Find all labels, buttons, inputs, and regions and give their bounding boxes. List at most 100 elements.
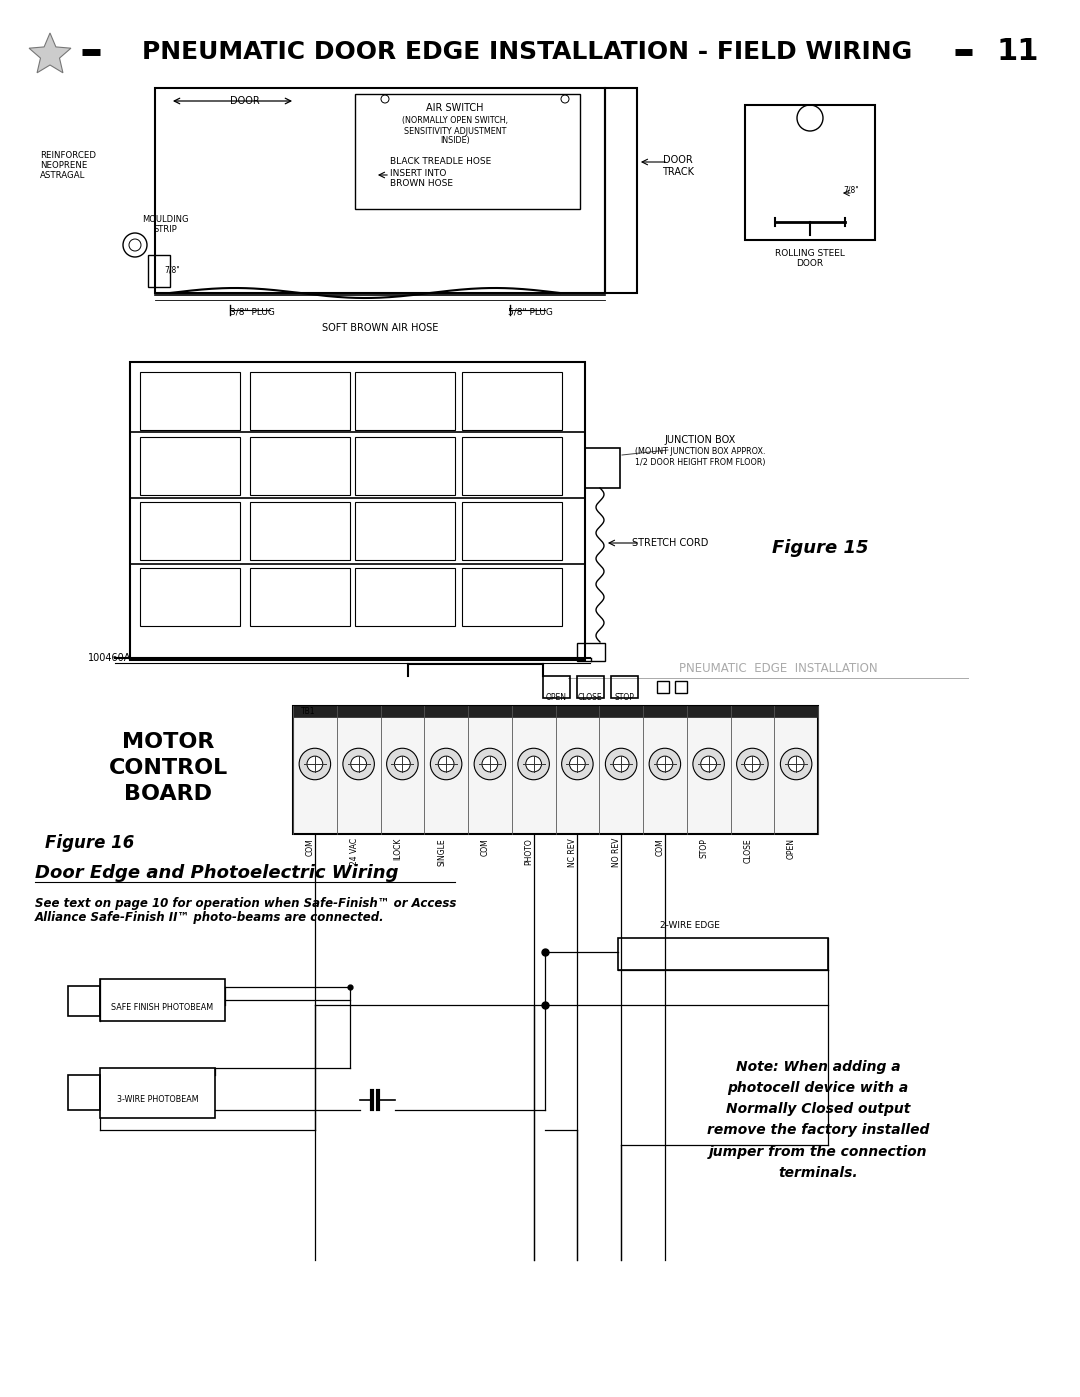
Bar (605, 88, 637, 293)
Text: 2-WIRE EDGE: 2-WIRE EDGE (660, 922, 720, 930)
Text: INSIDE): INSIDE) (441, 137, 470, 145)
Text: MOTOR: MOTOR (122, 732, 214, 752)
Text: See text on page 10 for operation when Safe-Finish™ or Access: See text on page 10 for operation when S… (35, 897, 457, 911)
Text: (MOUNT JUNCTION BOX APPROX.: (MOUNT JUNCTION BOX APPROX. (635, 447, 766, 457)
Text: ROLLING STEEL: ROLLING STEEL (775, 249, 845, 257)
Circle shape (569, 756, 585, 773)
Bar (130, 362, 585, 659)
Bar (293, 705, 818, 717)
Text: SENSITIVITY ADJUSTMENT: SENSITIVITY ADJUSTMENT (404, 127, 507, 136)
Text: PNEUMATIC DOOR EDGE INSTALLATION - FIELD WIRING: PNEUMATIC DOOR EDGE INSTALLATION - FIELD… (141, 41, 913, 64)
Text: 7/8": 7/8" (164, 265, 180, 274)
Circle shape (430, 749, 462, 780)
Text: Note: When adding a
photocell device with a
Normally Closed output
remove the fa: Note: When adding a photocell device wit… (706, 1060, 929, 1179)
Bar (140, 569, 240, 626)
Text: 24 VAC: 24 VAC (350, 838, 359, 865)
Circle shape (606, 749, 637, 780)
Bar (148, 256, 170, 286)
Circle shape (351, 756, 366, 773)
Text: 1/2 DOOR HEIGHT FROM FLOOR): 1/2 DOOR HEIGHT FROM FLOOR) (635, 457, 766, 467)
Bar (462, 569, 562, 626)
Text: SAFE FINISH PHOTOBEAM: SAFE FINISH PHOTOBEAM (111, 1003, 213, 1011)
Text: INSERT INTO: INSERT INTO (390, 169, 446, 177)
Text: PHOTO: PHOTO (525, 838, 534, 865)
Text: 3/8" PLUG: 3/8" PLUG (230, 307, 274, 317)
Text: AIR SWITCH: AIR SWITCH (427, 103, 484, 113)
Text: CLOSE: CLOSE (578, 693, 603, 703)
Bar (462, 502, 562, 560)
Text: OPEN: OPEN (545, 693, 567, 703)
Circle shape (562, 749, 593, 780)
Circle shape (342, 749, 375, 780)
Bar (355, 94, 580, 210)
Bar (140, 502, 240, 560)
Text: COM: COM (306, 838, 315, 856)
Text: 7/8": 7/8" (843, 186, 859, 194)
Bar (355, 569, 455, 626)
Circle shape (788, 756, 804, 773)
Circle shape (701, 756, 716, 773)
Bar (611, 676, 638, 698)
Circle shape (299, 749, 330, 780)
Bar (355, 502, 455, 560)
Circle shape (781, 749, 812, 780)
Bar (462, 372, 562, 430)
Text: 5/8" PLUG: 5/8" PLUG (508, 307, 553, 317)
Text: BOARD: BOARD (124, 784, 212, 805)
Bar (543, 676, 570, 698)
Bar (100, 979, 225, 1021)
Text: STRIP: STRIP (153, 225, 177, 235)
Text: ASTRAGAL: ASTRAGAL (40, 170, 85, 179)
Text: 3-WIRE PHOTOBEAM: 3-WIRE PHOTOBEAM (118, 1095, 199, 1105)
Bar (249, 437, 350, 495)
Bar (657, 680, 669, 693)
Bar (249, 372, 350, 430)
Text: STOP: STOP (615, 693, 634, 703)
Circle shape (737, 749, 768, 780)
Circle shape (387, 749, 418, 780)
Text: DOOR: DOOR (796, 258, 824, 267)
Text: OPEN: OPEN (787, 838, 796, 859)
Text: PNEUMATIC  EDGE  INSTALLATION: PNEUMATIC EDGE INSTALLATION (678, 662, 877, 675)
Bar (355, 372, 455, 430)
Text: (NORMALLY OPEN SWITCH,: (NORMALLY OPEN SWITCH, (402, 116, 508, 124)
Text: Door Edge and Photoelectric Wiring: Door Edge and Photoelectric Wiring (35, 863, 399, 882)
Text: DOOR: DOOR (663, 155, 693, 165)
Bar (249, 569, 350, 626)
Text: DOOR: DOOR (230, 96, 260, 106)
Text: BROWN HOSE: BROWN HOSE (390, 179, 453, 189)
Text: Figure 16: Figure 16 (45, 834, 134, 852)
Text: COM: COM (481, 838, 490, 856)
Bar (156, 88, 605, 293)
Bar (745, 105, 875, 240)
Bar (618, 937, 828, 970)
Text: CLOSE: CLOSE (743, 838, 753, 862)
Circle shape (438, 756, 454, 773)
Circle shape (482, 756, 498, 773)
Bar (355, 437, 455, 495)
Text: Alliance Safe-Finish II™ photo-beams are connected.: Alliance Safe-Finish II™ photo-beams are… (35, 911, 384, 925)
Bar (140, 372, 240, 430)
Circle shape (613, 756, 629, 773)
Bar (577, 676, 604, 698)
Text: TRACK: TRACK (662, 168, 694, 177)
Circle shape (474, 749, 505, 780)
Bar (68, 986, 100, 1016)
Bar (68, 1076, 100, 1111)
Circle shape (518, 749, 550, 780)
Text: BLACK TREADLE HOSE: BLACK TREADLE HOSE (390, 158, 491, 166)
Bar (585, 448, 620, 488)
Text: NC REV: NC REV (568, 838, 578, 866)
Text: CONTROL: CONTROL (108, 759, 228, 778)
Text: ILOCK: ILOCK (393, 838, 403, 861)
Text: 100460A: 100460A (87, 652, 132, 664)
Circle shape (394, 756, 410, 773)
Text: STRETCH CORD: STRETCH CORD (632, 538, 708, 548)
Text: MOULDING: MOULDING (141, 215, 188, 225)
Circle shape (649, 749, 680, 780)
Text: TB1: TB1 (301, 707, 315, 717)
Text: SINGLE: SINGLE (437, 838, 446, 866)
Bar (577, 643, 605, 661)
Circle shape (744, 756, 760, 773)
Text: SOFT BROWN AIR HOSE: SOFT BROWN AIR HOSE (322, 323, 438, 332)
